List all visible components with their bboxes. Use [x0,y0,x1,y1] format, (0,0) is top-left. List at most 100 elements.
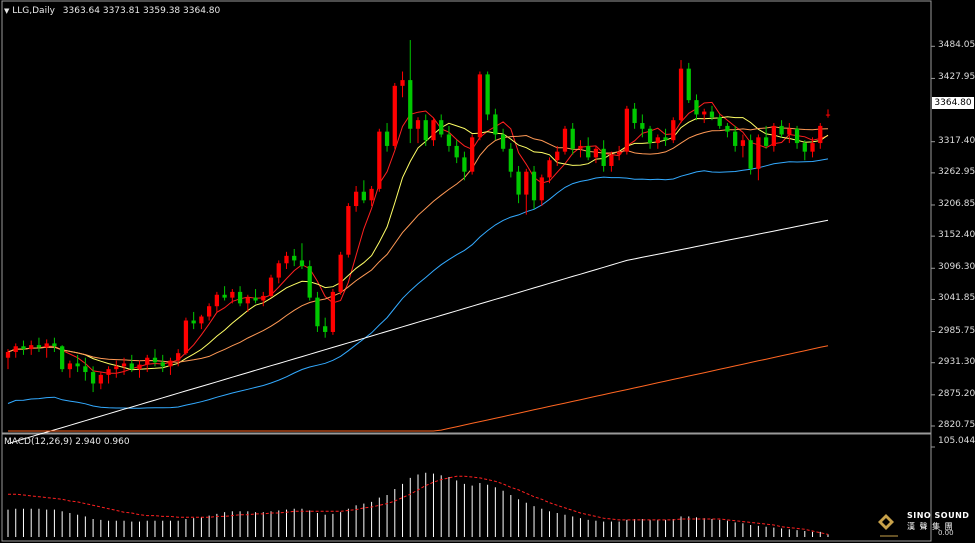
candle-body [75,363,80,367]
candle-body [655,137,660,144]
candle-body [83,366,88,373]
candle [663,128,668,146]
candle [214,291,219,312]
candle-body [5,352,11,358]
candle-body [199,316,204,324]
candle-body [415,120,421,129]
candle [617,145,622,161]
candle-body [214,294,219,307]
candle [763,125,769,149]
candle-body [462,157,467,172]
candle [75,354,80,373]
candle-body [230,291,235,298]
ma250-line [8,345,829,432]
candle-body [361,191,366,201]
candle [508,143,513,178]
candle [129,354,134,373]
candle [547,157,552,184]
candle-body [647,128,653,144]
candle [137,360,142,378]
collapse-arrow-icon[interactable]: ▼ [4,7,10,15]
candle [702,108,707,124]
candle-body [539,177,544,201]
candle [307,260,312,301]
candle-body [740,140,746,146]
candle [470,134,475,175]
candle-body [516,171,521,195]
candle-body [508,148,513,172]
candle-body [292,255,297,261]
chart-frame [1,0,935,542]
candle [647,125,653,149]
candlestick-series [5,40,831,393]
y-tick-label: 2875.20 [938,388,975,399]
candle [748,134,753,175]
macd-panel [7,446,935,537]
ma10-line [7,116,829,371]
candle [253,289,258,304]
candle [168,357,173,375]
candle-body [152,357,158,363]
candle [377,128,382,192]
candle [477,71,483,141]
candle [67,360,73,378]
candle [392,82,397,149]
candle [794,125,800,149]
candle-body [802,143,807,152]
candle-body [323,326,328,332]
candle-body [384,131,390,146]
candle-body [555,151,560,161]
candle [299,243,305,270]
candle-body [299,260,305,267]
candle [593,145,599,164]
candle [338,251,343,295]
candle-body [609,154,614,166]
candle [439,114,444,138]
candle-body [477,74,483,138]
candle [586,137,591,161]
candle [176,349,181,367]
candle [261,291,266,307]
candle-body [67,363,73,370]
candle [500,128,506,152]
candle-body [601,148,606,166]
candle [90,366,96,393]
candle [284,251,289,270]
candle-body [562,128,568,152]
candle [245,294,250,312]
candle [114,360,119,378]
candle [353,186,359,212]
candle [292,248,297,267]
candle [199,314,204,330]
candle [52,337,57,353]
candle-body [369,188,374,201]
candle-body [733,131,738,146]
candle-body [531,171,537,201]
candle-body [454,145,459,158]
current-price-badge: 3364.80 [932,97,974,109]
logo-name: SINO SOUND [907,511,970,520]
candle [624,105,629,155]
candle [779,120,784,138]
candle [717,114,722,129]
candle-body [284,255,289,264]
y-tick-label: 3317.40 [938,135,975,146]
candle [516,165,521,204]
candle-body [222,294,227,298]
candle [671,117,676,144]
y-tick-label: 2931.30 [938,356,975,367]
y-tick-label: 3206.85 [938,198,975,209]
candle-body [392,85,397,146]
candle [369,186,374,207]
candle-body [771,125,776,146]
logo-sub: 漢 聲 集 團 [907,522,954,531]
y-tick-label: 3262.95 [938,166,975,177]
y-tick-label: 2985.75 [938,325,975,336]
candle-body [36,345,42,348]
candle-body [114,366,119,370]
candle [5,349,11,370]
candle-body [702,111,707,115]
candle [222,286,227,301]
y-tick-label: 3152.40 [938,230,975,241]
